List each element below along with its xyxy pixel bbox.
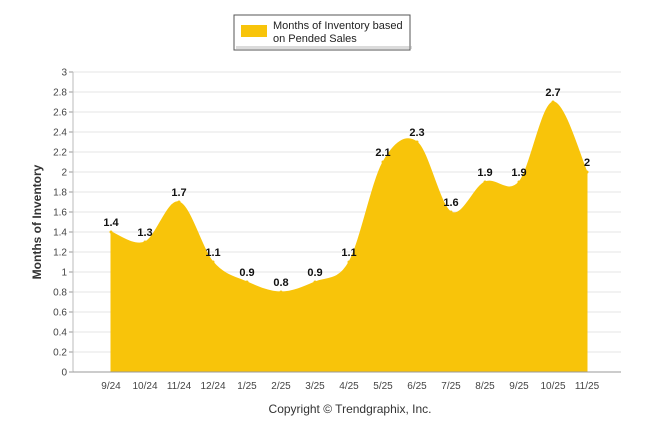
data-point-14	[585, 170, 589, 174]
data-point-2	[177, 200, 181, 204]
x-tick-label-12-24: 12/24	[200, 381, 225, 392]
copyright-credit: Copyright © Trendgraphix, Inc.	[269, 402, 432, 416]
series-area	[110, 101, 588, 373]
y-tick-label-8: 1.6	[53, 208, 67, 219]
x-tick-label-5-25: 5/25	[373, 381, 393, 392]
data-point-9	[415, 140, 419, 144]
data-label-10-25: 2.7	[545, 87, 560, 99]
data-label-6-25: 2.3	[409, 127, 424, 139]
x-tick-label-11-25: 11/25	[575, 381, 600, 392]
x-tick-label-7-25: 7/25	[441, 381, 461, 392]
y-tick-label-12: 2.4	[53, 128, 67, 139]
x-tick-label-2-25: 2/25	[271, 381, 291, 392]
y-tick-label-15: 3	[61, 68, 67, 79]
x-tick-label-6-25: 6/25	[407, 381, 427, 392]
data-point-12	[517, 180, 521, 184]
data-label-9-24: 1.4	[103, 217, 119, 229]
legend-label-line1: Months of Inventory based	[273, 20, 403, 32]
data-point-1	[143, 240, 147, 244]
x-tick-label-10-24: 10/24	[132, 381, 157, 392]
data-point-11	[483, 180, 487, 184]
x-tick-label-9-25: 9/25	[509, 381, 529, 392]
data-label-4-25: 1.1	[341, 247, 356, 259]
y-tick-label-13: 2.6	[53, 108, 67, 119]
legend-shadow	[236, 46, 412, 49]
x-tick-label-10-25: 10/25	[540, 381, 565, 392]
data-point-6	[313, 280, 317, 284]
y-tick-label-7: 1.4	[53, 228, 67, 239]
x-tick-label-8-25: 8/25	[475, 381, 495, 392]
data-point-7	[347, 260, 351, 264]
y-tick-label-5: 1	[61, 268, 67, 279]
data-label-7-25: 1.6	[443, 197, 458, 209]
y-tick-label-11: 2.2	[53, 148, 67, 159]
y-tick-label-1: 0.2	[53, 348, 67, 359]
data-point-10	[449, 210, 453, 214]
y-tick-label-0: 0	[61, 368, 67, 379]
y-axis-title: Months of Inventory	[30, 164, 44, 279]
legend-box	[233, 14, 411, 51]
data-label-5-25: 2.1	[375, 147, 390, 159]
y-tick-label-2: 0.4	[53, 328, 67, 339]
y-tick-label-6: 1.2	[53, 248, 67, 259]
data-label-3-25: 0.9	[307, 267, 322, 279]
area-layer	[109, 100, 589, 373]
data-point-4	[245, 280, 249, 284]
data-label-layer: 1.4 1.3 1.7 1.1 0.9 0.8 0.9 1.1 2.1 2.3 1.6 1.9 1.9 2…	[103, 87, 590, 289]
data-point-0	[109, 230, 113, 234]
data-label-11-25: 2	[584, 157, 590, 169]
data-label-1-25: 0.9	[239, 267, 254, 279]
data-label-10-24: 1.3	[137, 227, 152, 239]
data-point-3	[211, 260, 215, 264]
y-tick-label-10: 2	[61, 168, 67, 179]
x-tick-label-1-25: 1/25	[237, 381, 257, 392]
data-point-5	[279, 290, 283, 294]
legend-swatch	[241, 25, 267, 37]
data-label-9-25: 1.9	[511, 167, 526, 179]
legend-label-line2: on Pended Sales	[273, 33, 357, 45]
x-tick-label-11-24: 11/24	[167, 381, 192, 392]
data-label-2-25: 0.8	[273, 277, 288, 289]
x-tick-label-4-25: 4/25	[339, 381, 359, 392]
y-tick-label-3: 0.6	[53, 308, 67, 319]
y-tick-label-9: 1.8	[53, 188, 67, 199]
y-tick-label-4: 0.8	[53, 288, 67, 299]
x-tick-label-3-25: 3/25	[305, 381, 325, 392]
data-point-8	[381, 160, 385, 164]
legend[interactable]: Months of Inventory based on Pended Sale…	[233, 14, 412, 51]
axis-layer: 0 0.2 0.4 0.6 0.8 1 1.2 1.4 1.6 1.8 2 2.2 2.4 2.6 2.8 3…	[53, 68, 621, 392]
data-label-12-24: 1.1	[205, 247, 220, 259]
data-label-11-24: 1.7	[171, 187, 186, 199]
y-tick-label-14: 2.8	[53, 88, 67, 99]
x-tick-label-9-24: 9/24	[101, 381, 121, 392]
data-label-8-25: 1.9	[477, 167, 492, 179]
data-point-13	[551, 100, 555, 104]
